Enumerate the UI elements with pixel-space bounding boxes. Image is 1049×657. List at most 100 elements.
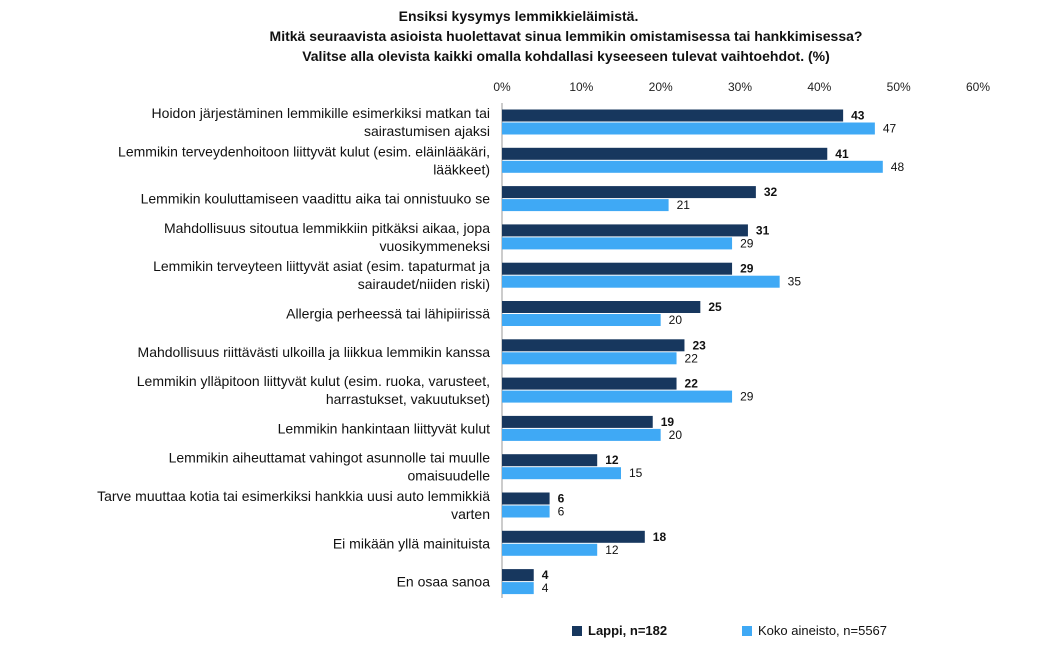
data-label-lappi: 43 <box>851 109 865 123</box>
category-label-line: Lemmikin terveydenhoitoon liittyvät kulu… <box>118 143 490 159</box>
category-label: Lemmikin terveyteen liittyvät asiat (esi… <box>153 258 490 292</box>
data-label-lappi: 41 <box>835 147 849 161</box>
category-label-line: harrastukset, vakuutukset) <box>326 391 490 407</box>
category-label-line: Lemmikin kouluttamiseen vaadittu aika ta… <box>141 191 491 207</box>
legend-swatch-lappi <box>572 625 582 636</box>
bar-koko <box>502 505 550 518</box>
bar-koko <box>502 390 733 403</box>
bar-koko <box>502 467 621 480</box>
data-label-lappi: 22 <box>685 377 699 391</box>
bar-koko <box>502 160 883 173</box>
bar-lappi <box>502 262 733 275</box>
data-label-lappi: 4 <box>542 568 549 582</box>
category-label: Lemmikin kouluttamiseen vaadittu aika ta… <box>141 191 491 207</box>
x-tick-label: 40% <box>807 80 831 94</box>
bar-lappi <box>502 109 844 122</box>
category-label: Lemmikin terveydenhoitoon liittyvät kulu… <box>118 143 490 177</box>
bar-lappi <box>502 186 756 199</box>
data-label-koko: 20 <box>669 313 683 327</box>
data-label-koko: 4 <box>542 581 549 595</box>
data-label-koko: 12 <box>605 543 619 557</box>
legend-swatch-koko <box>742 625 752 636</box>
data-label-koko: 29 <box>740 236 754 250</box>
category-label-line: Allergia perheessä tai lähipiirissä <box>286 306 490 322</box>
bar-koko <box>502 582 534 595</box>
chart-title-line-2: Mitkä seuraavista asioista huolettavat s… <box>269 28 863 44</box>
bar-lappi <box>502 339 685 352</box>
data-label-koko: 35 <box>788 275 802 289</box>
bar-koko <box>502 314 661 326</box>
category-label-line: Mahdollisuus sitoutua lemmikkiin pitkäks… <box>164 220 490 236</box>
data-label-lappi: 31 <box>756 223 770 237</box>
category-label: Hoidon järjestäminen lemmikille esimerki… <box>152 105 490 139</box>
category-label: Lemmikin ylläpitoon liittyvät kulut (esi… <box>137 373 490 407</box>
legend-label-koko: Koko aineisto, n=5567 <box>758 623 888 639</box>
bar-koko <box>502 237 733 250</box>
bar-lappi <box>502 569 534 582</box>
bar-koko <box>502 543 598 556</box>
x-tick-label: 0% <box>493 80 511 94</box>
bar-koko <box>502 199 669 212</box>
category-label-line: Lemmikin ylläpitoon liittyvät kulut (esi… <box>137 373 490 389</box>
x-tick-label: 30% <box>728 80 752 94</box>
category-label: En osaa sanoa <box>397 574 491 590</box>
category-label-line: Hoidon järjestäminen lemmikille esimerki… <box>152 105 490 121</box>
bar-lappi <box>502 377 677 390</box>
data-label-lappi: 25 <box>708 300 722 314</box>
data-label-koko: 15 <box>629 466 643 480</box>
category-label-line: Ei mikään yllä mainituista <box>333 535 490 551</box>
bar-koko <box>502 428 661 441</box>
x-tick-label: 20% <box>649 80 673 94</box>
legend-item-koko: Koko aineisto, n=5567 <box>742 622 887 642</box>
category-label: Mahdollisuus sitoutua lemmikkiin pitkäks… <box>164 220 490 254</box>
data-label-lappi: 19 <box>661 415 675 429</box>
category-label: Allergia perheessä tai lähipiirissä <box>286 306 490 322</box>
data-label-koko: 21 <box>677 198 691 212</box>
category-label-line: Lemmikin aiheuttamat vahingot asunnolle … <box>169 450 491 466</box>
bar-koko <box>502 122 875 135</box>
data-label-koko: 22 <box>685 351 699 365</box>
bar-lappi <box>502 301 701 313</box>
data-label-lappi: 18 <box>653 530 667 544</box>
category-label: Lemmikin hankintaan liittyvät kulut <box>278 420 491 436</box>
category-label-line: Lemmikin terveyteen liittyvät asiat (esi… <box>153 258 490 274</box>
bar-lappi <box>502 454 598 467</box>
category-label-line: vuosikymmeneksi <box>380 238 490 254</box>
bar-lappi <box>502 415 653 428</box>
category-label-line: varten <box>451 506 490 522</box>
legend-item-lappi: Lappi, n=182 <box>572 622 667 642</box>
data-label-lappi: 29 <box>740 262 754 276</box>
bar-lappi <box>502 147 828 160</box>
chart-title-line-3: Valitse alla olevista kaikki omalla kohd… <box>302 48 830 64</box>
category-label-line: sairastumisen ajaksi <box>364 123 490 139</box>
data-label-lappi: 23 <box>692 338 706 352</box>
x-tick-label: 60% <box>966 80 990 94</box>
category-label: Mahdollisuus riittävästi ulkoilla ja lii… <box>138 344 491 360</box>
bar-lappi <box>502 530 645 543</box>
chart-title-line-1: Ensiksi kysymys lemmikkieläimistä. <box>398 8 639 24</box>
legend-label-lappi: Lappi, n=182 <box>588 623 668 639</box>
bar-koko <box>502 352 677 365</box>
data-label-lappi: 32 <box>764 185 778 199</box>
data-label-lappi: 12 <box>605 453 619 467</box>
data-label-koko: 47 <box>883 122 897 136</box>
data-label-koko: 48 <box>891 160 905 174</box>
category-label: Lemmikin aiheuttamat vahingot asunnolle … <box>169 450 491 484</box>
category-label-line: Lemmikin hankintaan liittyvät kulut <box>278 420 491 436</box>
data-label-koko: 6 <box>558 505 565 519</box>
category-label: Ei mikään yllä mainituista <box>333 535 490 551</box>
x-tick-label: 10% <box>569 80 593 94</box>
category-label-line: Tarve muuttaa kotia tai esimerkiksi hank… <box>97 488 490 504</box>
bar-lappi <box>502 492 550 505</box>
category-label-line: lääkkeet) <box>433 161 490 177</box>
category-label-line: Mahdollisuus riittävästi ulkoilla ja lii… <box>138 344 491 360</box>
category-label-line: En osaa sanoa <box>397 574 491 590</box>
x-tick-label: 50% <box>887 80 911 94</box>
bar-koko <box>502 275 780 288</box>
category-label: Tarve muuttaa kotia tai esimerkiksi hank… <box>97 488 490 522</box>
data-label-koko: 29 <box>740 390 754 404</box>
category-label-line: omaisuudelle <box>408 468 491 484</box>
category-label-line: sairaudet/niiden riski) <box>358 276 490 292</box>
data-label-lappi: 6 <box>558 492 565 506</box>
